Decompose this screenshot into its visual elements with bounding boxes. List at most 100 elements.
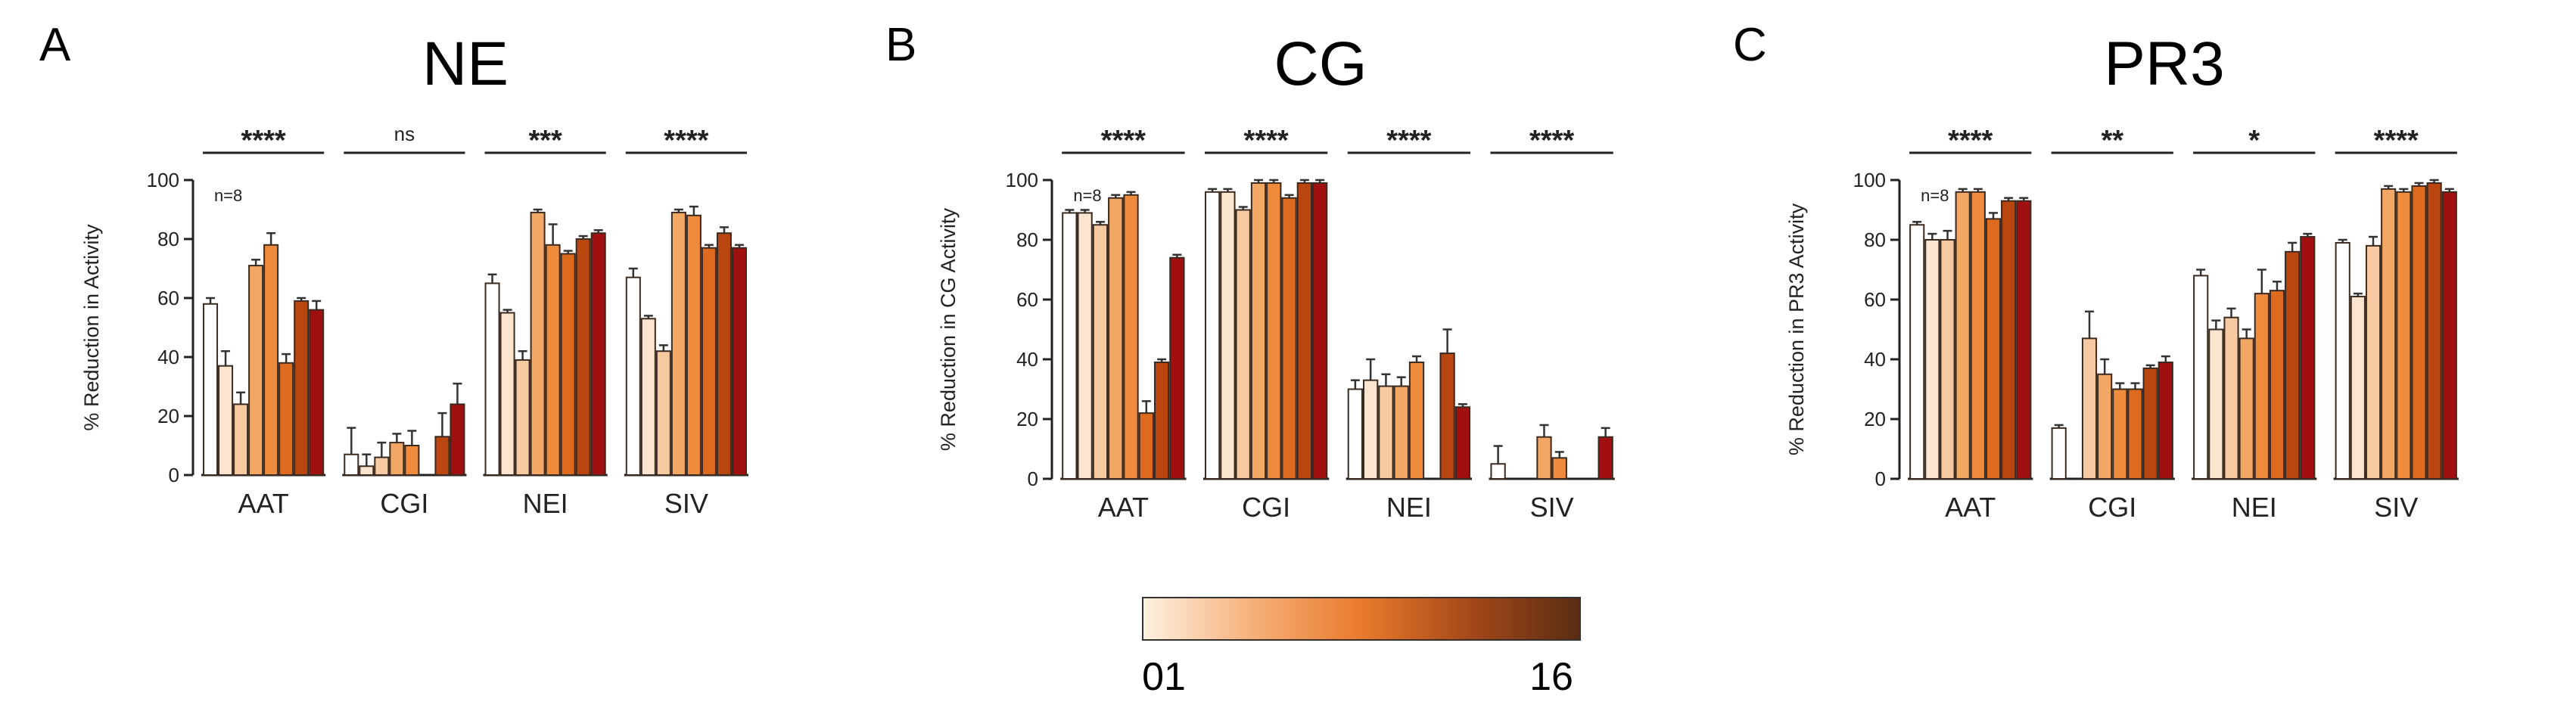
- bar: [1363, 379, 1379, 480]
- bar: [389, 442, 405, 476]
- panel-a: A NE 0 20 40 60 80 100 % Reduction in Activity…: [39, 19, 748, 519]
- bar: [1347, 388, 1364, 480]
- bar: [1970, 191, 1986, 480]
- bar: [1281, 197, 1297, 480]
- bar: [2254, 293, 2270, 480]
- bar: [1138, 412, 1154, 480]
- x-tick-label: AAT: [238, 488, 288, 519]
- bar: [434, 436, 450, 476]
- significance-label: ****: [1948, 125, 1993, 157]
- bar: [2238, 337, 2254, 480]
- y-tick-label: 40: [1016, 348, 1038, 371]
- bar: [2381, 188, 2397, 480]
- bar: [344, 453, 359, 477]
- bar: [309, 309, 325, 476]
- y-tick-label: 40: [157, 346, 179, 368]
- panel-b: B CG 0 20 40 60 80 100 % Reduction in CG Activ…: [885, 19, 1615, 523]
- bar: [530, 211, 546, 476]
- bar: [1955, 191, 1971, 480]
- y-tick-label: 100: [147, 169, 179, 191]
- colorbar-max-label: 16: [1529, 655, 1573, 699]
- bar: [359, 465, 375, 476]
- bar: [2300, 236, 2316, 480]
- bar: [1490, 463, 1506, 480]
- bar: [575, 238, 591, 476]
- bar: [233, 403, 249, 477]
- bar: [625, 276, 641, 476]
- bar: [484, 282, 500, 476]
- bar: [278, 362, 294, 476]
- bar: [1077, 212, 1093, 480]
- y-tick-label: 0: [1875, 467, 1886, 490]
- bar: [1551, 457, 1567, 480]
- bar: [203, 303, 219, 476]
- x-tick-label: SIV: [2374, 492, 2418, 523]
- x-tick-label: SIV: [664, 488, 708, 519]
- bar: [2208, 328, 2224, 480]
- n-annotation: n=8: [1921, 186, 1949, 205]
- y-tick-label: 60: [1864, 288, 1886, 311]
- bar: [590, 232, 606, 476]
- x-tick-label: CGI: [380, 488, 428, 519]
- panel-title-pr3: PR3: [2104, 30, 2225, 98]
- panel-letter-b: B: [885, 19, 916, 71]
- chart-pr3: 0 20 40 60 80 100 % Reduction in PR3 Activity A…: [1785, 125, 2459, 523]
- panel-title-cg: CG: [1274, 30, 1367, 98]
- bar: [515, 359, 530, 476]
- bar: [2426, 182, 2442, 480]
- bar: [2051, 427, 2067, 480]
- bar: [450, 403, 465, 477]
- significance-label: ****: [1529, 125, 1574, 157]
- bar: [1378, 385, 1394, 480]
- significance-label: ****: [1386, 125, 1431, 157]
- bar: [2269, 290, 2285, 480]
- bar: [1062, 212, 1078, 480]
- significance-label: **: [2101, 125, 2123, 157]
- bar: [1924, 239, 1940, 480]
- bar: [1296, 182, 1312, 480]
- bar: [1985, 218, 2002, 480]
- panel-letter-c: C: [1733, 19, 1767, 71]
- bar: [2001, 200, 2017, 480]
- bar: [1204, 191, 1221, 480]
- bar: [1536, 436, 1552, 480]
- y-axis-title: % Reduction in PR3 Activity: [1785, 203, 1808, 455]
- x-tick-label: CGI: [1242, 492, 1290, 523]
- y-tick-label: 20: [1016, 408, 1038, 430]
- y-tick-label: 60: [157, 287, 179, 309]
- bar: [2223, 316, 2239, 480]
- bar: [716, 232, 732, 476]
- significance-label: ****: [241, 125, 286, 157]
- bar: [1250, 182, 1267, 480]
- bar: [2335, 241, 2350, 480]
- y-tick-label: 100: [1006, 169, 1038, 191]
- x-tick-label: NEI: [2232, 492, 2277, 523]
- bar: [2365, 244, 2382, 480]
- bar: [2396, 191, 2412, 480]
- bar: [2441, 191, 2457, 480]
- bar: [218, 365, 234, 477]
- x-tick-label: AAT: [1945, 492, 1996, 523]
- bar: [1220, 191, 1236, 480]
- bar: [545, 244, 561, 476]
- bar: [248, 265, 264, 476]
- bar: [1169, 256, 1185, 480]
- bar: [2411, 185, 2427, 480]
- significance-label: ***: [528, 125, 562, 157]
- n-annotation: n=8: [1073, 186, 1101, 205]
- bar: [1108, 197, 1124, 480]
- colorbar-legend: 01 16: [1142, 597, 1581, 699]
- y-tick-label: 80: [157, 228, 179, 250]
- bar: [2016, 200, 2032, 480]
- bar: [294, 300, 310, 476]
- y-tick-label: 80: [1864, 228, 1886, 251]
- significance-label: ****: [1244, 125, 1289, 157]
- y-tick-label: 20: [1864, 408, 1886, 430]
- panel-title-ne: NE: [422, 30, 509, 98]
- panel-c: C PR3 0 20 40 60 80 100 % Reduction in PR3 Act…: [1733, 19, 2459, 523]
- colorbar-min-label: 01: [1142, 655, 1186, 699]
- bar: [2097, 373, 2113, 480]
- bar: [2127, 388, 2143, 480]
- bar: [1092, 224, 1109, 480]
